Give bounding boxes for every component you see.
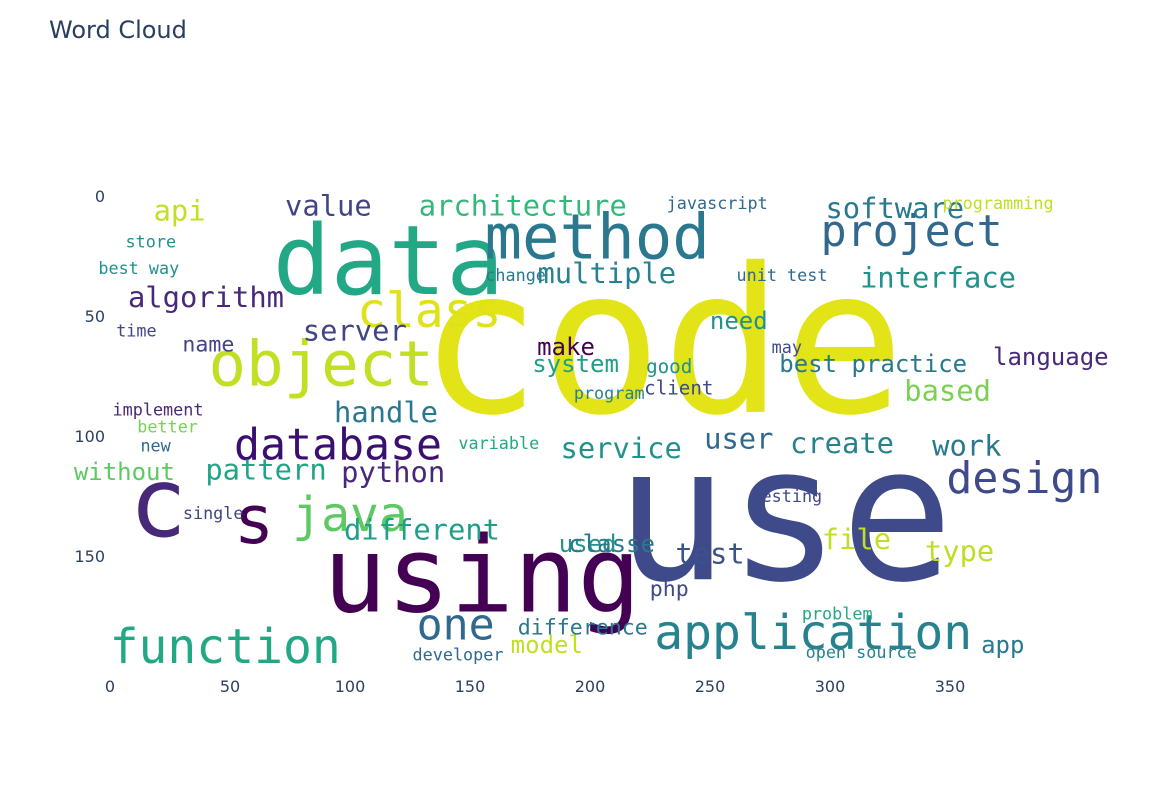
- word-48: variable: [458, 433, 539, 453]
- word-42: problem: [802, 604, 873, 624]
- word-59: new: [140, 436, 171, 456]
- word-18: value: [285, 189, 372, 223]
- word-3: data: [273, 205, 504, 317]
- word-37: model: [511, 631, 583, 659]
- word-27: pattern: [205, 453, 326, 487]
- word-58: better: [137, 416, 198, 436]
- word-45: client: [644, 377, 713, 400]
- word-63: best practice: [779, 350, 967, 378]
- word-53: javascript: [667, 193, 768, 213]
- word-36: type: [925, 534, 994, 568]
- word-10: project: [821, 207, 1003, 257]
- word-41: name: [182, 332, 234, 357]
- word-54: programming: [942, 193, 1053, 213]
- word-25: system: [532, 350, 619, 378]
- x-tick-label-0: 0: [105, 677, 115, 696]
- word-5: object: [209, 328, 434, 401]
- word-22: interface: [860, 261, 1016, 295]
- x-tick-label-5: 250: [695, 677, 726, 696]
- word-34: based: [904, 373, 991, 407]
- word-56: store: [126, 232, 177, 252]
- word-50: single: [183, 503, 244, 523]
- y-tick-label-0: 0: [95, 187, 105, 206]
- word-38: difference: [518, 616, 648, 641]
- x-tick-label-1: 50: [220, 677, 240, 696]
- word-2: using: [323, 514, 641, 637]
- chart-title: Word Cloud: [49, 16, 187, 44]
- word-26: handle: [334, 395, 438, 429]
- word-23: server: [303, 313, 407, 347]
- y-tick-label-3: 150: [74, 547, 105, 566]
- word-7: c: [129, 447, 187, 559]
- plot-background: [110, 196, 1070, 676]
- word-46: good: [646, 355, 692, 378]
- word-16: software: [825, 191, 964, 225]
- x-tick-label-7: 350: [935, 677, 966, 696]
- word-13: application: [654, 605, 972, 661]
- word-8: s: [234, 481, 274, 559]
- word-30: service: [561, 431, 682, 465]
- word-68: classe: [568, 530, 655, 558]
- word-39: app: [981, 631, 1024, 659]
- word-44: developer: [413, 644, 504, 664]
- word-35: test: [675, 537, 744, 571]
- word-49: implement: [113, 400, 204, 420]
- word-40: php: [650, 577, 689, 602]
- word-12: function: [110, 619, 341, 675]
- word-0: code: [419, 225, 904, 460]
- word-67: used: [559, 530, 617, 558]
- x-tick-label-6: 300: [815, 677, 846, 696]
- x-tick-label-4: 200: [575, 677, 606, 696]
- x-tick-label-2: 100: [335, 677, 366, 696]
- word-43: open source: [806, 642, 917, 662]
- word-32: create: [790, 426, 894, 460]
- y-axis: 0 50 100 150: [74, 187, 105, 566]
- x-axis: 0 50 100 150 200 250 300 350: [105, 677, 965, 696]
- y-tick-label-1: 50: [85, 307, 105, 326]
- word-20: algorithm: [128, 280, 284, 314]
- word-19: api: [154, 193, 206, 227]
- word-29: different: [344, 513, 500, 547]
- word-24: make: [537, 333, 595, 361]
- word-9: java: [292, 487, 408, 543]
- word-15: design: [946, 454, 1102, 504]
- word-55: best way: [98, 258, 179, 278]
- word-33: work: [932, 429, 1001, 463]
- word-28: python: [341, 455, 445, 489]
- word-14: one: [417, 601, 495, 651]
- word-64: language: [993, 343, 1109, 371]
- word-17: architecture: [419, 189, 627, 223]
- word-65: without: [74, 458, 175, 486]
- word-21: multiple: [537, 256, 676, 290]
- word-1: use: [615, 406, 953, 624]
- x-tick-label-3: 150: [455, 677, 486, 696]
- word-51: change: [485, 265, 546, 285]
- word-61: may: [772, 337, 802, 357]
- y-tick-label-2: 100: [74, 427, 105, 446]
- word-11: class: [357, 283, 502, 339]
- word-47: program: [574, 383, 645, 403]
- word-57: time: [116, 320, 156, 340]
- word-6: database: [234, 421, 442, 471]
- word-31: user: [704, 421, 773, 455]
- word-52: unit test: [737, 265, 828, 285]
- word-4: method: [485, 200, 710, 273]
- word-66: file: [822, 522, 891, 556]
- word-60: testing: [751, 486, 822, 506]
- word-62: need: [710, 307, 768, 335]
